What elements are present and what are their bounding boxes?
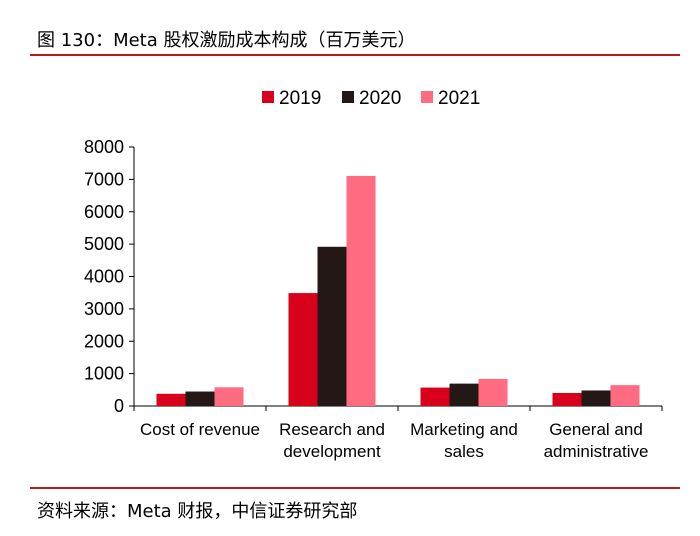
bar-2019-2 [420, 387, 450, 406]
x-category-label: development [283, 442, 381, 461]
x-category-label: Marketing and [410, 420, 518, 439]
y-tick-label: 5000 [84, 234, 124, 254]
title-divider [30, 54, 680, 56]
x-category-label: sales [444, 442, 484, 461]
bar-2021-0 [214, 387, 244, 406]
y-tick-label: 1000 [84, 364, 124, 384]
x-category-label: administrative [544, 442, 649, 461]
y-tick-label: 4000 [84, 267, 124, 287]
source-note: 资料来源：Meta 财报，中信证券研究部 [37, 501, 358, 522]
bar-2020-0 [185, 391, 215, 406]
legend-swatch-2020 [342, 91, 354, 103]
bar-2020-2 [449, 383, 479, 406]
x-category-label: Research and [279, 420, 385, 439]
x-category-label: General and [549, 420, 643, 439]
y-tick-label: 2000 [84, 331, 124, 351]
bar-2021-2 [478, 378, 508, 406]
bar-2019-3 [552, 392, 582, 406]
legend-label-2019: 2019 [279, 88, 321, 109]
bar-2021-3 [610, 385, 640, 406]
source-divider [30, 487, 680, 489]
x-category-label: Cost of revenue [140, 420, 260, 439]
y-tick-label: 3000 [84, 299, 124, 319]
legend-swatch-2019 [262, 91, 274, 103]
bar-2019-1 [288, 293, 318, 406]
y-tick-label: 0 [114, 396, 124, 416]
legend-label-2020: 2020 [359, 88, 401, 109]
legend-label-2021: 2021 [438, 88, 480, 109]
bar-2020-3 [581, 390, 611, 406]
bar-2019-0 [156, 393, 186, 406]
y-tick-label: 6000 [84, 202, 124, 222]
legend-swatch-2021 [421, 91, 433, 103]
y-tick-label: 8000 [84, 137, 124, 157]
bar-2021-1 [346, 175, 376, 406]
bar-2020-1 [317, 246, 347, 406]
figure-title: 图 130：Meta 股权激励成本构成（百万美元） [37, 30, 416, 51]
y-tick-label: 7000 [84, 169, 124, 189]
